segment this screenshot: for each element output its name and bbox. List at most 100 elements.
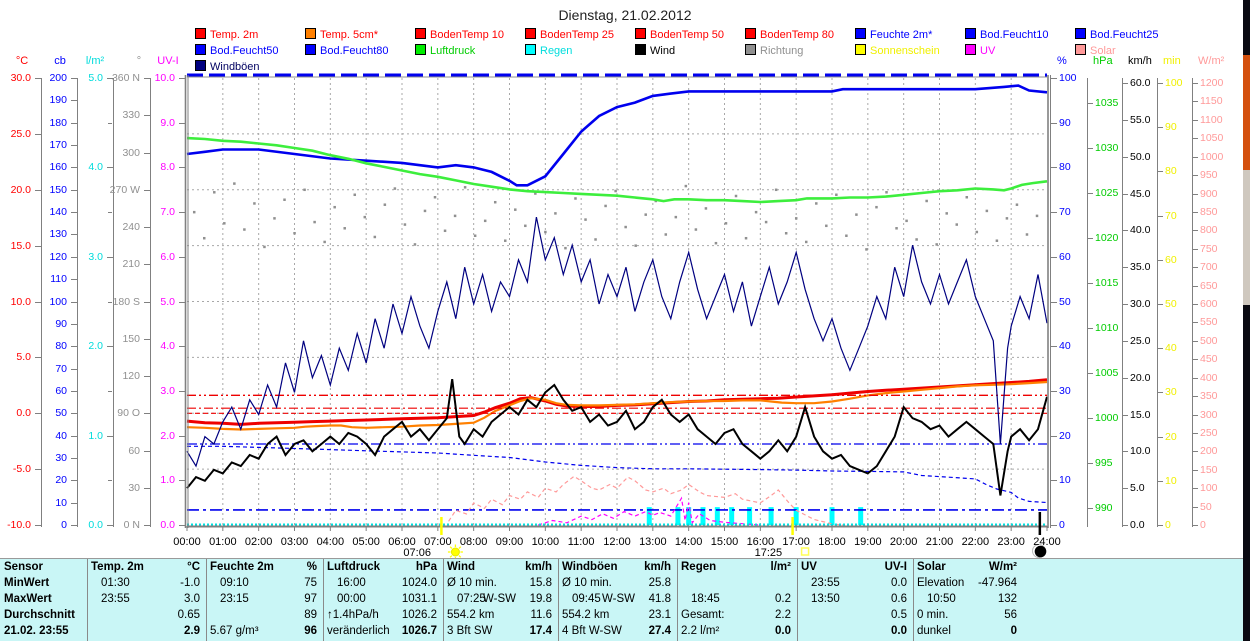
axis-minor-tick [108,301,112,303]
axis-tick [1192,304,1198,305]
axis-tick [71,234,77,236]
legend-swatch-icon [1075,28,1086,39]
series-feuchte-2m [186,84,1048,187]
axis-tick [179,78,185,79]
axis-tick-label: -10.0 [7,519,31,531]
axis-tick-label: 0 [61,519,67,531]
axis-tick [1051,525,1057,526]
axis-tick [1051,122,1057,124]
axis-tick [71,301,77,303]
axis-tick-label: 650 [1200,279,1218,292]
axis-tick [107,256,113,258]
table-cell-time: 2.2 l/m² [681,625,720,637]
table-cell-time: 13:50 [811,593,840,605]
axis-tick-label: 60 [1165,253,1177,266]
axis-tick [1192,138,1198,140]
table-cell-time: 09:45 [572,593,601,605]
axis-tick-label: 110 [50,273,67,286]
axis-tick-label: 30 [1165,386,1177,399]
table-cell-value: 11.6 [530,609,552,621]
axis-tick-label: 1200 [1200,77,1224,89]
axis-tick-label: 15.0 [10,239,31,252]
axis-header-kmh: km/h [1128,55,1152,67]
axis-tick [1192,193,1198,195]
wind-direction-dot [383,203,387,206]
legend-swatch-icon [745,44,756,55]
wind-direction-dot [995,239,999,242]
axis-tick-label: -5.0 [12,463,31,476]
axis-tick [1051,78,1057,79]
wind-direction-dot [945,212,948,215]
table-col-unit: % [306,561,317,573]
time-tick-label: 17:00 [782,536,810,548]
table-cell-time: ↑1.4hPa/h [327,609,379,621]
axis-tick [1051,212,1057,214]
axis-tick [71,167,77,169]
axis-tick [1192,267,1198,269]
axis-tick [144,264,150,266]
axis-tick [71,525,77,526]
table-column-divider [913,559,1244,641]
axis-tick [1122,83,1128,84]
axis-tick-label: 80 [55,340,67,353]
axis-tick-label: 995 [1095,457,1113,469]
table-row-label: Durchschnitt [4,609,75,621]
table-cell-value: 56 [1004,609,1017,621]
wind-direction-dot [674,215,678,219]
axis-tick [144,450,150,452]
table-col-unit: km/h [525,561,552,573]
axis-tick [1157,348,1163,350]
axis-tick-label: 20 [1059,429,1071,442]
axis-tick-label: 40 [1059,340,1071,353]
axis-tick-label: 600 [1200,298,1218,310]
wind-direction-dot [604,204,607,208]
table-cell-value: 0.65 [177,609,200,621]
wind-direction-dot [684,184,688,188]
axis-tick [144,227,150,228]
table-cell-value: 1024.0 [401,577,437,589]
wind-direction-dot [1035,214,1039,218]
time-tick-label: 16:00 [746,536,775,548]
legend-item-label: Richtung [760,45,804,57]
wind-direction-dot [403,223,407,226]
axis-header-min: min [1163,55,1181,67]
axis-tick-label: 150 [1200,463,1218,476]
wind-direction-dot [263,245,266,249]
axis-tick [1051,256,1057,258]
table-cell-value: 0.6 [891,593,907,605]
time-tick-label: 05:00 [352,536,380,548]
axis-tick [71,435,77,437]
axis-tick-label: 10.0 [10,295,31,308]
wind-direction-dot [895,227,898,230]
axis-tick-label: 4.0 [88,161,103,174]
time-tick-label: 01:00 [209,536,237,548]
legend-item: Bod.Feucht50 [195,43,279,57]
wind-direction-dot [514,208,517,211]
series-wind [186,378,1048,496]
wind-direction-dot [825,224,828,228]
axis-tick [1157,436,1163,438]
table-cell-time: 3 Bft SW [447,625,493,637]
axis-minor-tick [108,390,112,392]
axis-tick [35,133,41,135]
axis-tick-label: 60 [55,384,67,397]
table-row-label: MinWert [4,577,50,589]
table-cell-time: 09:10 [220,577,249,589]
axis-tick [1192,469,1198,471]
wind-direction-dot [223,222,226,225]
wind-direction-dot [243,228,246,231]
axis-tick-label: 350 [1200,390,1218,403]
legend-item-label: Temp. 2m [210,29,259,41]
sunrise-time-label: 07:06 [403,547,431,559]
axis-tick-label: 80 [1059,161,1071,174]
table-cell-value: 2.2 [775,609,791,621]
table-cell-time: 4 Bft W-SW [562,625,622,637]
table-cell-value: -1.0 [180,577,200,589]
axis-tick [144,376,150,377]
wind-direction-dot [815,202,818,205]
table-cell-value: 41.8 [648,593,671,605]
axis-tick-label: 100 [1165,77,1183,89]
legend-item: Windböen [195,59,260,73]
axis-tick [1087,328,1093,329]
table-column-divider [558,559,678,641]
